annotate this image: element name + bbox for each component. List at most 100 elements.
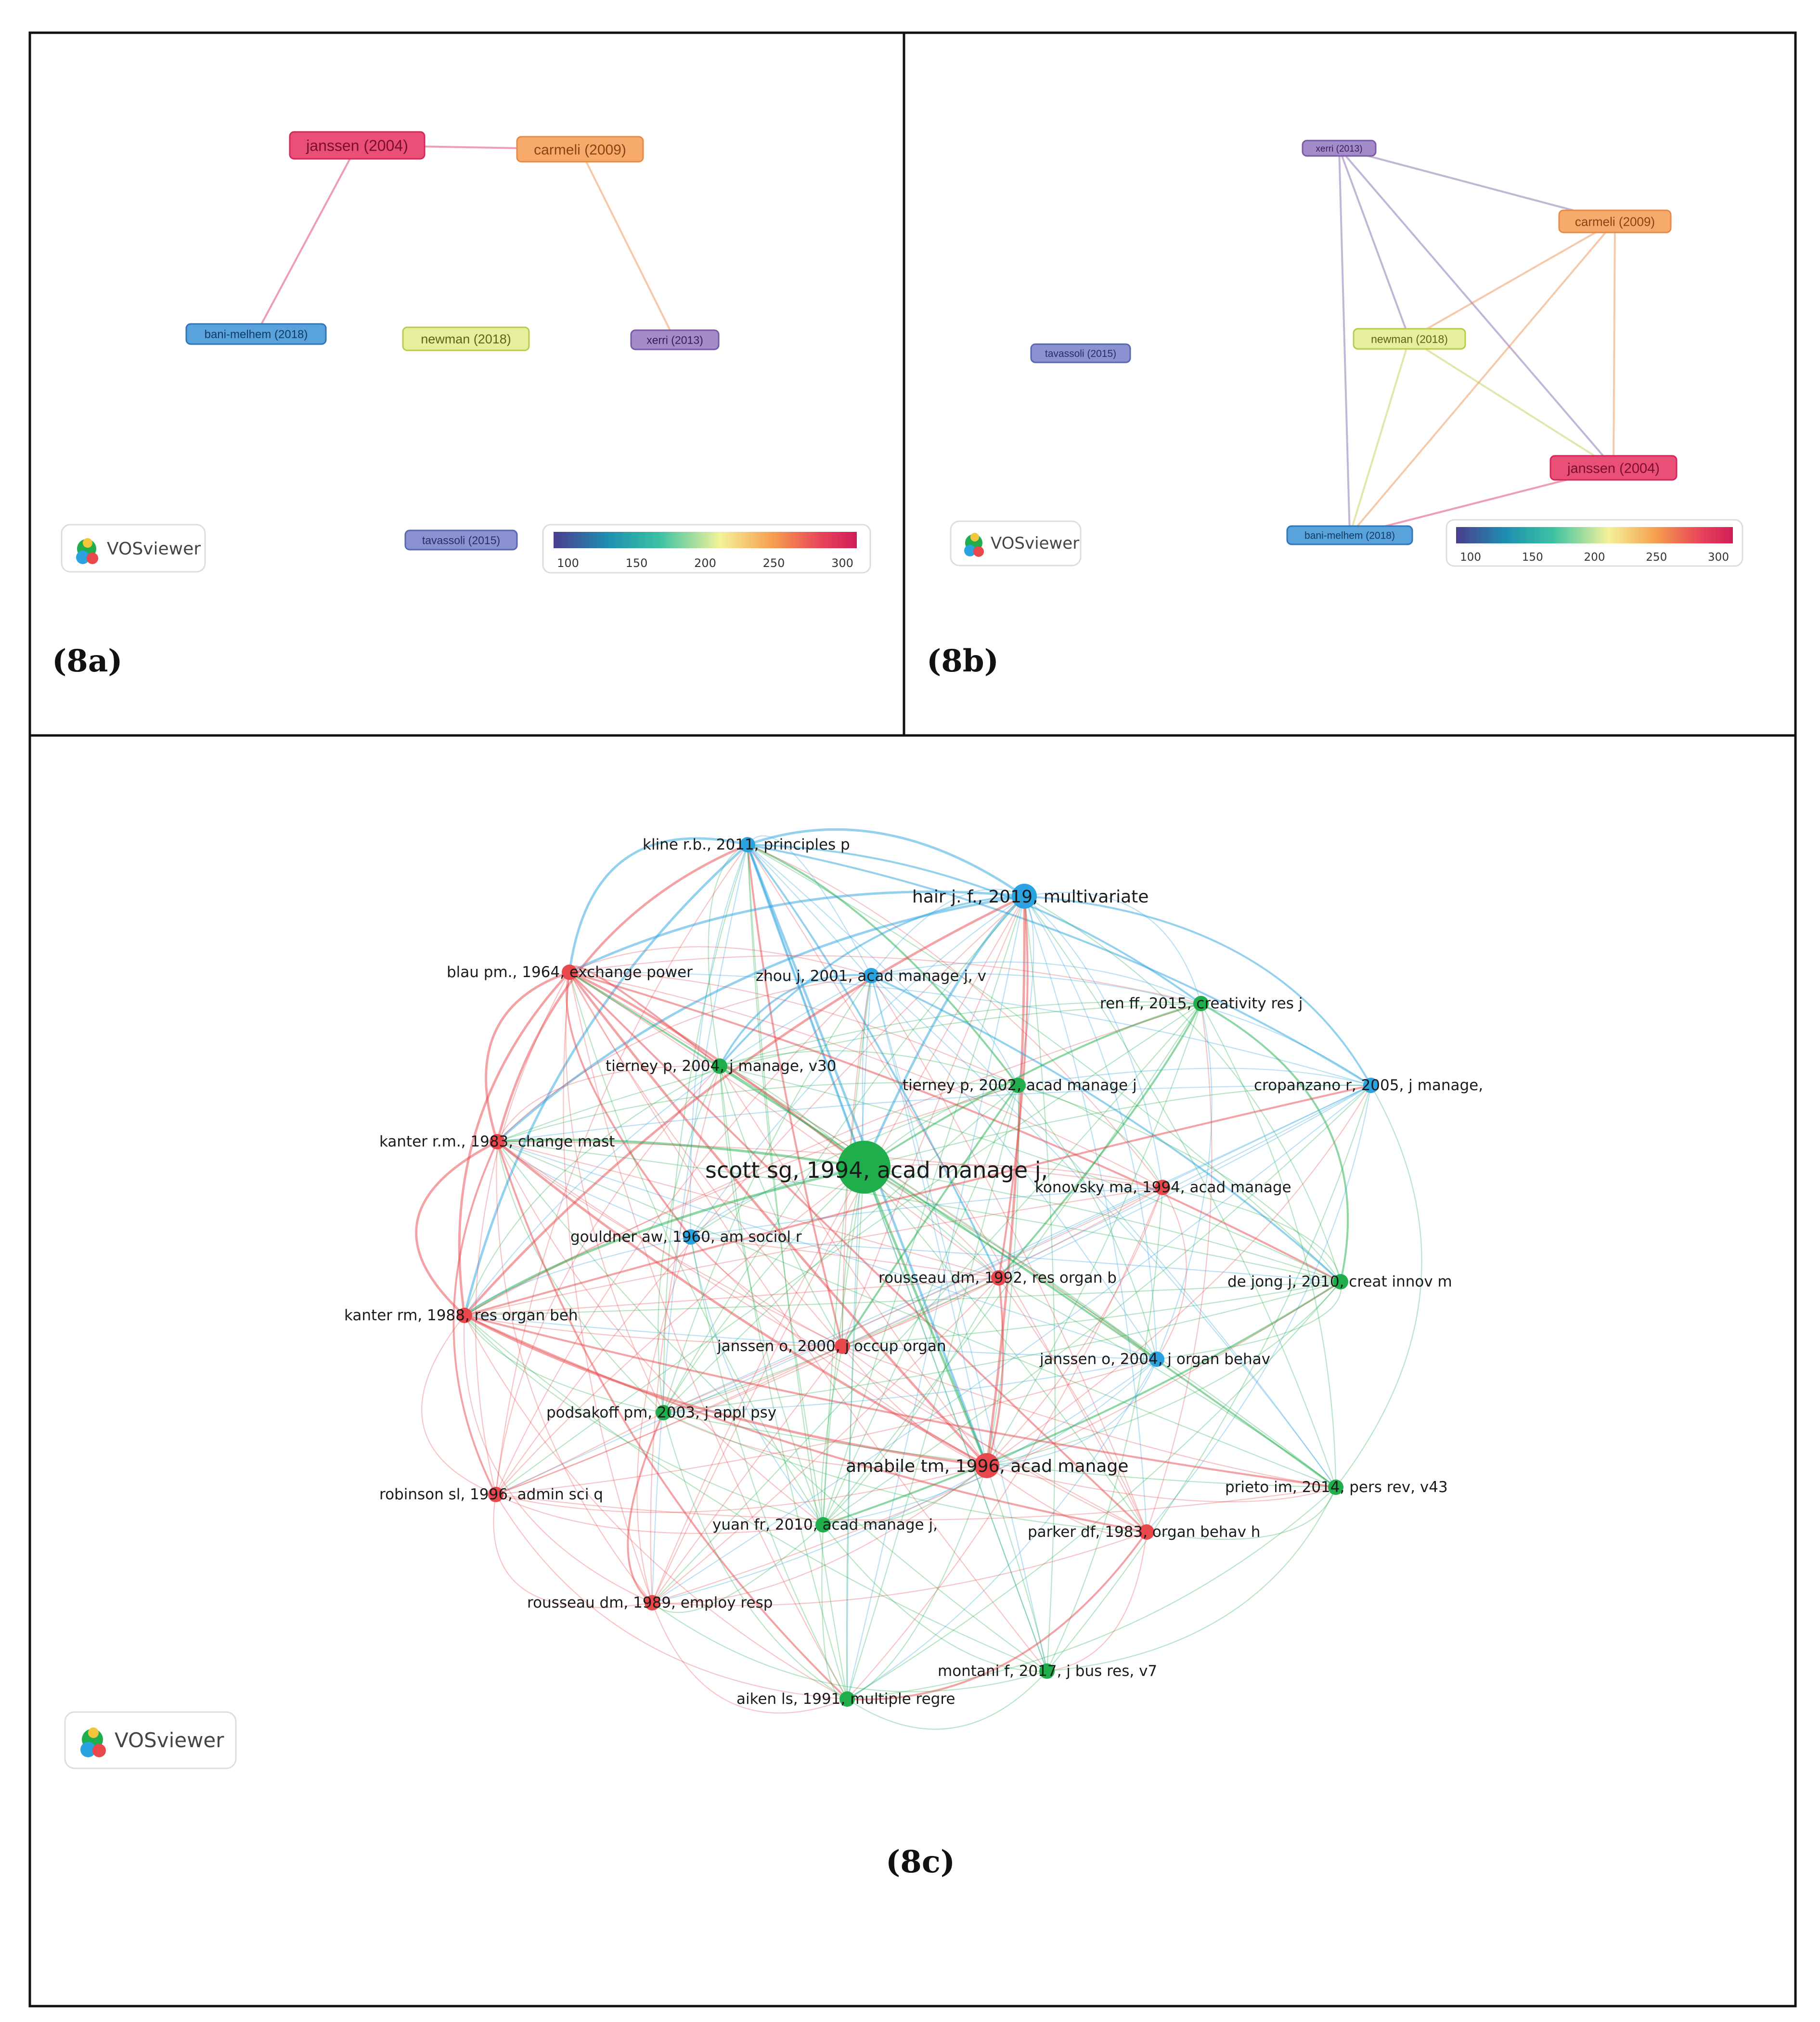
vosviewer-logo-icon [80, 1727, 106, 1757]
node-label: bani-melhem (2018) [205, 328, 308, 341]
colorbar-tick: 250 [1646, 551, 1667, 564]
link [464, 1314, 1157, 1360]
link [864, 1167, 1147, 1533]
node-janssen04[interactable] [1149, 1352, 1164, 1367]
link [568, 971, 1148, 1533]
link-xerri-janssen [1338, 147, 1614, 469]
link [1146, 1003, 1213, 1533]
link [747, 828, 1025, 898]
node-tierney04[interactable] [712, 1058, 727, 1074]
node-renff[interactable] [1193, 996, 1209, 1011]
link [842, 1281, 1341, 1347]
labels-8c: kline r.b., 2011, principles p hair j. f.… [344, 836, 1483, 1708]
node-kline[interactable] [740, 837, 755, 852]
link [636, 1236, 692, 1603]
link [1335, 1085, 1422, 1488]
node-robinson[interactable] [488, 1487, 503, 1502]
link [986, 1003, 1202, 1466]
node-xerri[interactable]: xerri (2013) [630, 329, 720, 350]
panel-label-8a: (8a) [52, 643, 123, 679]
vosviewer-logo-text: VOSviewer [115, 1728, 224, 1752]
link [652, 1003, 1201, 1603]
colorbar-tick: 200 [1584, 551, 1605, 564]
node-janssen[interactable]: janssen (2004) [1549, 455, 1678, 481]
node-label-rousseau89: rousseau dm, 1989, employ resp [527, 1594, 773, 1611]
link [690, 1236, 843, 1347]
link [823, 1085, 1371, 1525]
link [496, 1141, 848, 1700]
link [847, 1281, 1341, 1700]
node-podsakoff[interactable] [656, 1405, 671, 1420]
link [1024, 895, 1372, 1086]
node-bani[interactable]: bani-melhem (2018) [185, 323, 327, 345]
node-bani[interactable]: bani-melhem (2018) [1286, 525, 1413, 545]
node-rousseau89[interactable] [645, 1595, 660, 1610]
link [663, 1412, 1147, 1533]
link [464, 1314, 1336, 1488]
link [747, 844, 1000, 1278]
node-janssen[interactable]: janssen (2004) [289, 131, 426, 160]
node-janssen00[interactable] [835, 1339, 850, 1354]
link [652, 1277, 999, 1603]
links-8c [415, 828, 1422, 1730]
link [708, 844, 748, 1067]
link [690, 1236, 987, 1466]
link [464, 1314, 987, 1467]
node-cropanzano[interactable] [1363, 1078, 1379, 1093]
vosviewer-logo-8c: VOSviewer [64, 1711, 237, 1769]
vosviewer-logo-text: VOSviewer [107, 539, 201, 559]
node-zhou[interactable] [864, 968, 879, 983]
node-rousseau92[interactable] [991, 1270, 1007, 1286]
node-kanter88[interactable] [457, 1308, 472, 1323]
node-carmeli[interactable]: carmeli (2009) [1558, 209, 1672, 233]
node-tavassoli[interactable]: tavassoli (2015) [404, 529, 518, 551]
node-newman[interactable]: newman (2018) [1353, 328, 1466, 350]
link [569, 955, 1201, 1005]
link [998, 1085, 1371, 1278]
node-amabile[interactable] [974, 1453, 999, 1478]
link [747, 844, 1157, 1360]
link [652, 1602, 1047, 1692]
link [1023, 896, 1056, 1672]
link [652, 1346, 843, 1603]
link [652, 1085, 1371, 1603]
node-xerri[interactable]: xerri (2013) [1302, 140, 1377, 157]
node-prieto[interactable] [1328, 1480, 1343, 1495]
link [1046, 1187, 1163, 1672]
link [652, 896, 1025, 1603]
node-konovsky[interactable] [1155, 1180, 1170, 1195]
node-scott[interactable] [838, 1141, 891, 1194]
link [842, 1085, 1371, 1347]
node-dejong[interactable] [1333, 1274, 1348, 1289]
link [747, 844, 1372, 1086]
node-blau[interactable] [562, 965, 577, 980]
link [464, 975, 872, 1316]
node-tavassoli[interactable]: tavassoli (2015) [1030, 343, 1131, 363]
node-carmeli[interactable]: carmeli (2009) [516, 136, 644, 163]
link [823, 1465, 987, 1527]
colorbar-tick: 150 [626, 556, 648, 570]
link [497, 1141, 1341, 1283]
node-tierney02[interactable] [1010, 1078, 1026, 1093]
node-aiken[interactable] [839, 1691, 855, 1707]
panel-label-8c: (8c) [886, 1844, 955, 1880]
link-carmeli-xerri [579, 149, 676, 340]
node-parker[interactable] [1139, 1524, 1154, 1540]
node-newman[interactable]: newman (2018) [402, 326, 530, 351]
link [998, 1277, 1148, 1533]
node-label-parker: parker df, 1983, organ behav h [1028, 1523, 1260, 1541]
node-kanter83[interactable] [490, 1134, 505, 1149]
link [464, 1066, 720, 1316]
node-hair[interactable] [1012, 884, 1037, 909]
link [496, 1141, 988, 1467]
nodes-8b: xerri (2013) carmeli (2009) tavassoli (201… [1030, 140, 1678, 545]
node-montani[interactable] [1039, 1663, 1055, 1679]
link [822, 1167, 865, 1525]
colorbar-8b: 100 150 200 250 300 [1446, 519, 1743, 567]
node-label-rousseau92: rousseau dm, 1992, res organ b [878, 1269, 1117, 1287]
node-yuan[interactable] [815, 1517, 831, 1533]
node-gouldner[interactable] [683, 1229, 698, 1245]
node-label-renff: ren ff, 2015, creativity res j [1100, 995, 1303, 1012]
node-label-montani: montani f, 2017, j bus res, v7 [938, 1662, 1157, 1680]
